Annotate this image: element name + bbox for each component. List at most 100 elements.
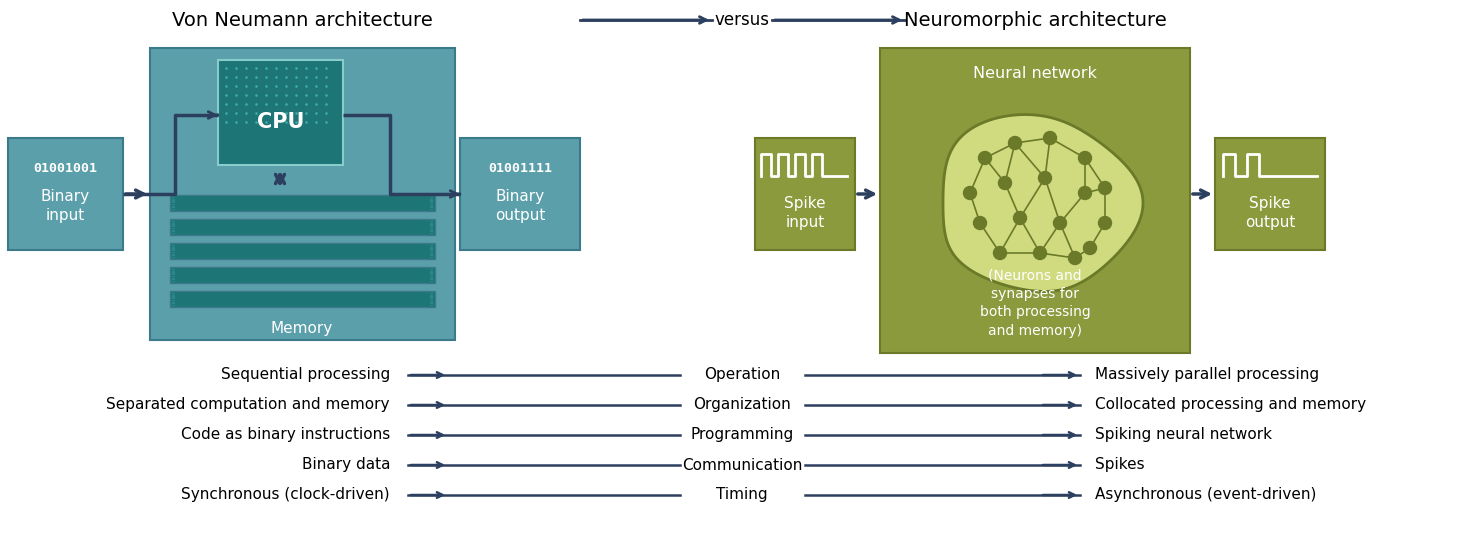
Circle shape bbox=[994, 246, 1007, 260]
Circle shape bbox=[998, 176, 1011, 190]
FancyBboxPatch shape bbox=[172, 202, 175, 203]
FancyBboxPatch shape bbox=[172, 245, 175, 246]
Circle shape bbox=[1038, 172, 1051, 184]
FancyBboxPatch shape bbox=[172, 207, 175, 208]
FancyBboxPatch shape bbox=[430, 230, 433, 231]
FancyBboxPatch shape bbox=[1215, 138, 1324, 250]
FancyBboxPatch shape bbox=[172, 223, 175, 224]
Text: Binary
input: Binary input bbox=[42, 189, 90, 223]
Text: Memory: Memory bbox=[271, 320, 334, 335]
FancyBboxPatch shape bbox=[430, 202, 433, 203]
Text: Von Neumann architecture: Von Neumann architecture bbox=[172, 11, 433, 29]
Circle shape bbox=[1068, 252, 1081, 264]
Text: Operation: Operation bbox=[704, 367, 780, 383]
FancyBboxPatch shape bbox=[430, 231, 433, 232]
Circle shape bbox=[1008, 136, 1022, 149]
Text: Synchronous (clock-driven): Synchronous (clock-driven) bbox=[181, 488, 390, 503]
FancyBboxPatch shape bbox=[430, 228, 433, 229]
Circle shape bbox=[1078, 151, 1091, 165]
FancyBboxPatch shape bbox=[430, 247, 433, 248]
FancyBboxPatch shape bbox=[172, 305, 175, 306]
FancyBboxPatch shape bbox=[172, 226, 175, 227]
Circle shape bbox=[1034, 246, 1047, 260]
Text: Spiking neural network: Spiking neural network bbox=[1094, 427, 1272, 442]
FancyBboxPatch shape bbox=[172, 248, 175, 249]
FancyBboxPatch shape bbox=[172, 257, 175, 258]
FancyBboxPatch shape bbox=[430, 281, 433, 282]
FancyBboxPatch shape bbox=[7, 138, 123, 250]
FancyBboxPatch shape bbox=[430, 305, 433, 306]
FancyBboxPatch shape bbox=[430, 295, 433, 296]
FancyBboxPatch shape bbox=[430, 248, 433, 249]
FancyBboxPatch shape bbox=[430, 207, 433, 208]
FancyBboxPatch shape bbox=[430, 276, 433, 277]
Circle shape bbox=[1044, 132, 1056, 144]
FancyBboxPatch shape bbox=[172, 295, 175, 296]
FancyBboxPatch shape bbox=[172, 224, 175, 225]
FancyBboxPatch shape bbox=[172, 303, 175, 304]
FancyBboxPatch shape bbox=[172, 296, 175, 297]
FancyBboxPatch shape bbox=[171, 195, 435, 211]
FancyBboxPatch shape bbox=[172, 230, 175, 231]
Circle shape bbox=[964, 187, 976, 199]
Text: 01001001: 01001001 bbox=[34, 161, 98, 174]
Circle shape bbox=[973, 216, 986, 230]
FancyBboxPatch shape bbox=[430, 293, 433, 294]
Text: Collocated processing and memory: Collocated processing and memory bbox=[1094, 398, 1366, 413]
FancyBboxPatch shape bbox=[430, 296, 433, 297]
Circle shape bbox=[1099, 182, 1111, 195]
Text: Binary
output: Binary output bbox=[495, 189, 546, 223]
FancyBboxPatch shape bbox=[172, 200, 175, 201]
FancyBboxPatch shape bbox=[430, 274, 433, 276]
FancyBboxPatch shape bbox=[755, 138, 856, 250]
FancyBboxPatch shape bbox=[430, 257, 433, 258]
Text: versus: versus bbox=[715, 11, 770, 29]
FancyBboxPatch shape bbox=[172, 255, 175, 256]
Text: Neural network: Neural network bbox=[973, 66, 1097, 80]
FancyBboxPatch shape bbox=[218, 60, 343, 165]
FancyBboxPatch shape bbox=[430, 245, 433, 246]
Text: Massively parallel processing: Massively parallel processing bbox=[1094, 367, 1318, 383]
FancyBboxPatch shape bbox=[172, 197, 175, 198]
FancyBboxPatch shape bbox=[172, 298, 175, 300]
Text: Asynchronous (event-driven): Asynchronous (event-driven) bbox=[1094, 488, 1317, 503]
FancyBboxPatch shape bbox=[430, 278, 433, 279]
FancyBboxPatch shape bbox=[430, 272, 433, 273]
FancyBboxPatch shape bbox=[430, 223, 433, 224]
Text: Spike
input: Spike input bbox=[785, 196, 826, 230]
FancyBboxPatch shape bbox=[172, 278, 175, 279]
Polygon shape bbox=[943, 115, 1143, 292]
FancyBboxPatch shape bbox=[430, 221, 433, 222]
FancyBboxPatch shape bbox=[171, 291, 435, 307]
FancyBboxPatch shape bbox=[172, 279, 175, 280]
Text: Binary data: Binary data bbox=[301, 457, 390, 472]
FancyBboxPatch shape bbox=[430, 252, 433, 253]
FancyBboxPatch shape bbox=[172, 228, 175, 229]
FancyBboxPatch shape bbox=[172, 209, 175, 210]
FancyBboxPatch shape bbox=[172, 247, 175, 248]
FancyBboxPatch shape bbox=[430, 224, 433, 225]
Text: Communication: Communication bbox=[682, 457, 802, 472]
FancyBboxPatch shape bbox=[172, 300, 175, 301]
FancyBboxPatch shape bbox=[172, 272, 175, 273]
FancyBboxPatch shape bbox=[172, 269, 175, 270]
FancyBboxPatch shape bbox=[171, 243, 435, 259]
FancyBboxPatch shape bbox=[430, 255, 433, 256]
FancyBboxPatch shape bbox=[171, 219, 435, 235]
FancyBboxPatch shape bbox=[879, 48, 1189, 353]
FancyBboxPatch shape bbox=[172, 231, 175, 232]
Circle shape bbox=[1013, 212, 1026, 224]
FancyBboxPatch shape bbox=[172, 302, 175, 303]
FancyBboxPatch shape bbox=[150, 48, 455, 340]
FancyBboxPatch shape bbox=[460, 138, 580, 250]
Text: Organization: Organization bbox=[693, 398, 790, 413]
FancyBboxPatch shape bbox=[172, 250, 175, 251]
Text: Spikes: Spikes bbox=[1094, 457, 1145, 472]
FancyBboxPatch shape bbox=[172, 271, 175, 272]
FancyBboxPatch shape bbox=[430, 233, 433, 234]
FancyBboxPatch shape bbox=[172, 293, 175, 294]
FancyBboxPatch shape bbox=[430, 298, 433, 300]
Circle shape bbox=[979, 151, 992, 165]
FancyBboxPatch shape bbox=[430, 206, 433, 207]
Text: Code as binary instructions: Code as binary instructions bbox=[181, 427, 390, 442]
